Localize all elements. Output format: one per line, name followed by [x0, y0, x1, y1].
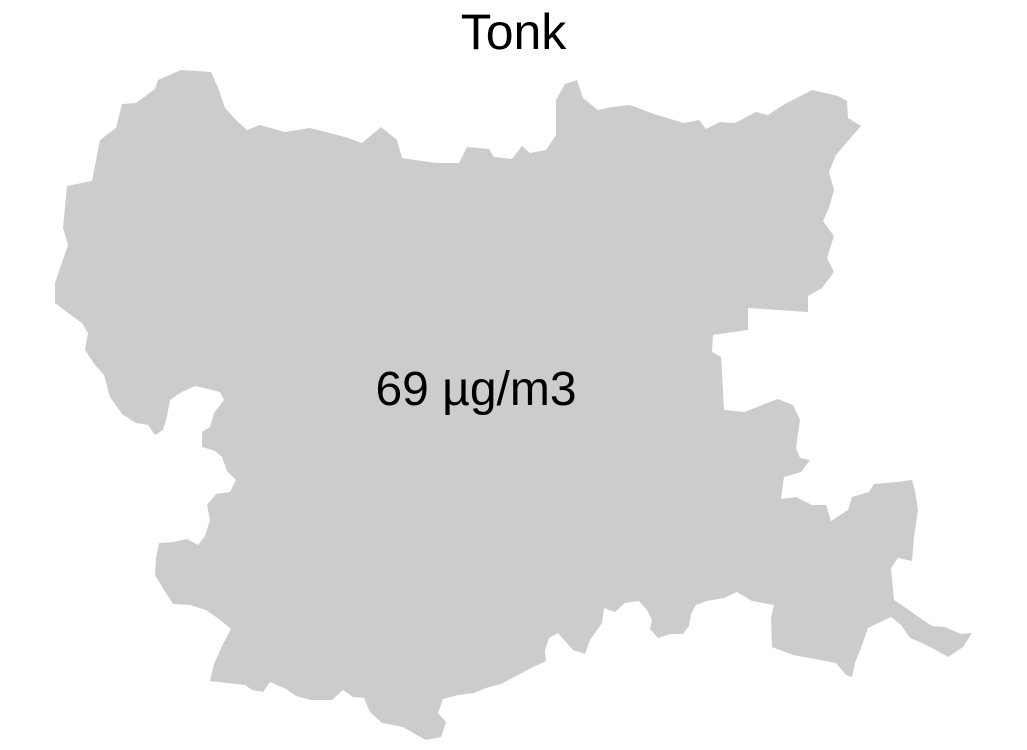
map-title: Tonk: [460, 4, 567, 60]
district-boundary-shape: [55, 70, 972, 740]
pollution-value-label: 69 µg/m3: [375, 363, 577, 416]
